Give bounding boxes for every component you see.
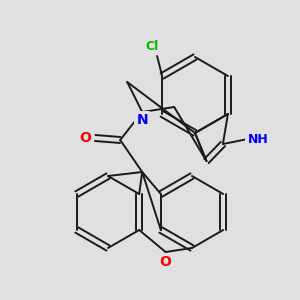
Text: O: O [160,255,172,269]
Text: O: O [79,131,91,145]
Text: Cl: Cl [146,40,159,52]
Text: N: N [136,113,148,127]
Text: NH: NH [248,133,268,146]
